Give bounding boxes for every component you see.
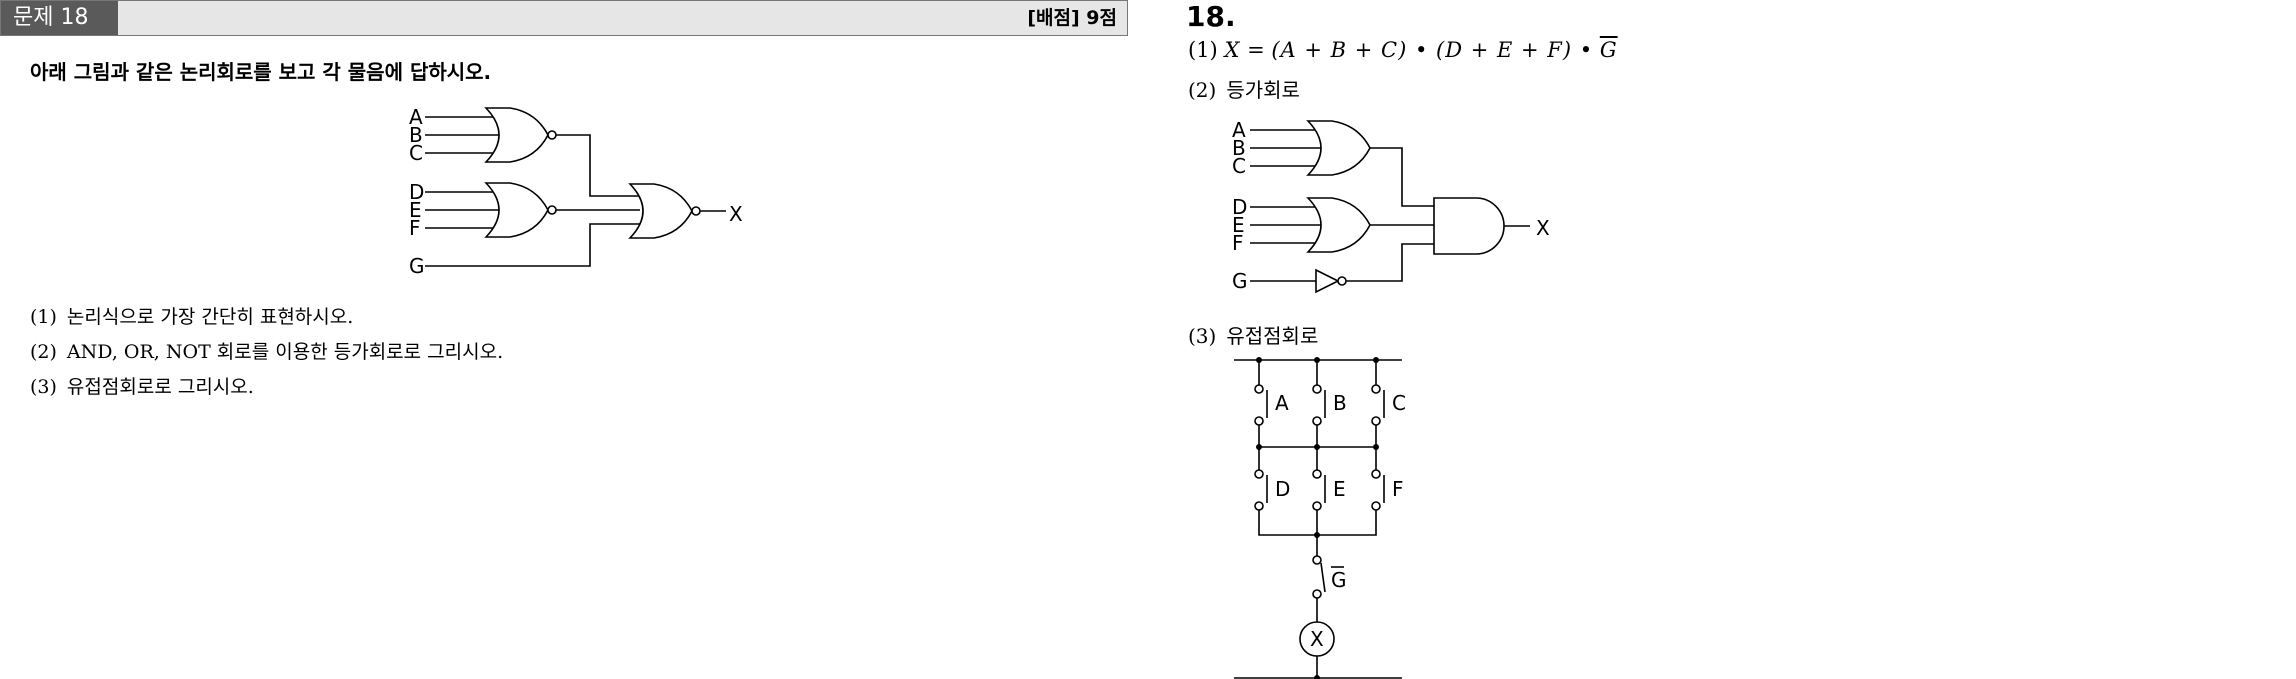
e-input-g: G [1232, 269, 1248, 293]
e-input-f: F [1232, 231, 1244, 255]
contact-a: A [1254, 384, 1289, 426]
q-input-d: D [409, 180, 424, 204]
e-input-b: B [1232, 136, 1246, 160]
question-item-3: (3) 유접점회로로 그리시오. [30, 376, 254, 398]
e-input-c: C [1232, 154, 1246, 178]
g-bar: G [1599, 38, 1618, 62]
equivalent-circuit: A B C D E F G X [1232, 118, 1550, 294]
e-and-gate [1433, 197, 1505, 255]
svg-text:G: G [1331, 568, 1347, 592]
svg-text:A: A [1275, 391, 1289, 415]
contact-e: E [1312, 469, 1346, 511]
svg-text:B: B [1333, 391, 1347, 415]
svg-text:F: F [1392, 477, 1404, 501]
q-input-g: G [409, 254, 425, 278]
question-item-2: (2) AND, OR, NOT 회로를 이용한 등가회로로 그리시오. [30, 341, 504, 363]
q-nor-bubble-final [691, 206, 701, 216]
q-nor-gate-2 [484, 182, 549, 238]
svg-text:C: C [1392, 391, 1406, 415]
q-output-x: X [729, 202, 743, 226]
question-logic-circuit: A B C D E F G X [409, 105, 743, 278]
question-intro: 아래 그림과 같은 논리회로를 보고 각 물음에 답하시오. [30, 60, 492, 84]
q-input-e: E [409, 198, 422, 222]
q-nor-gate-1 [484, 107, 549, 163]
e-output-x: X [1536, 216, 1550, 240]
answer-part3-label: (3) 유접점회로 [1188, 324, 1319, 348]
q-input-c: C [409, 141, 423, 165]
e-input-d: D [1232, 195, 1247, 219]
relay-contact-circuit: A B C D E F G [1234, 357, 1406, 679]
q-nor-bubble-1 [547, 130, 557, 140]
q-input-b: B [409, 123, 423, 147]
contact-g-bar: G [1312, 555, 1347, 599]
e-not-gate [1315, 268, 1340, 294]
e-or-gate-2 [1306, 197, 1371, 253]
e-input-a: A [1232, 118, 1246, 142]
q-nor-gate-final [628, 183, 693, 239]
e-not-bubble [1337, 276, 1347, 286]
answer-title: 18. [1186, 0, 1236, 33]
contact-c: C [1371, 384, 1406, 426]
question-header: 문제 18 [배점] 9점 [0, 0, 1128, 36]
relay-coil-x: X [1299, 621, 1335, 657]
answer-part2-label: (2) 등가회로 [1188, 78, 1300, 102]
contact-b: B [1312, 384, 1347, 426]
svg-text:D: D [1275, 477, 1290, 501]
question-item-1: (1) 논리식으로 가장 간단히 표현하시오. [30, 306, 354, 328]
question-number: 문제 18 [1, 1, 118, 35]
contact-d: D [1254, 469, 1290, 511]
answer-formula: (1) X = (A + B + C) • (D + E + F) • G [1188, 38, 1618, 62]
q-input-f: F [409, 216, 421, 240]
svg-text:X: X [1310, 627, 1324, 651]
svg-text:E: E [1333, 477, 1346, 501]
question-score: [배점] 9점 [1027, 7, 1117, 29]
q-nor-bubble-2 [547, 205, 557, 215]
q-input-a: A [409, 105, 423, 129]
e-input-e: E [1232, 213, 1245, 237]
e-or-gate-1 [1306, 120, 1371, 176]
contact-f: F [1371, 469, 1404, 511]
